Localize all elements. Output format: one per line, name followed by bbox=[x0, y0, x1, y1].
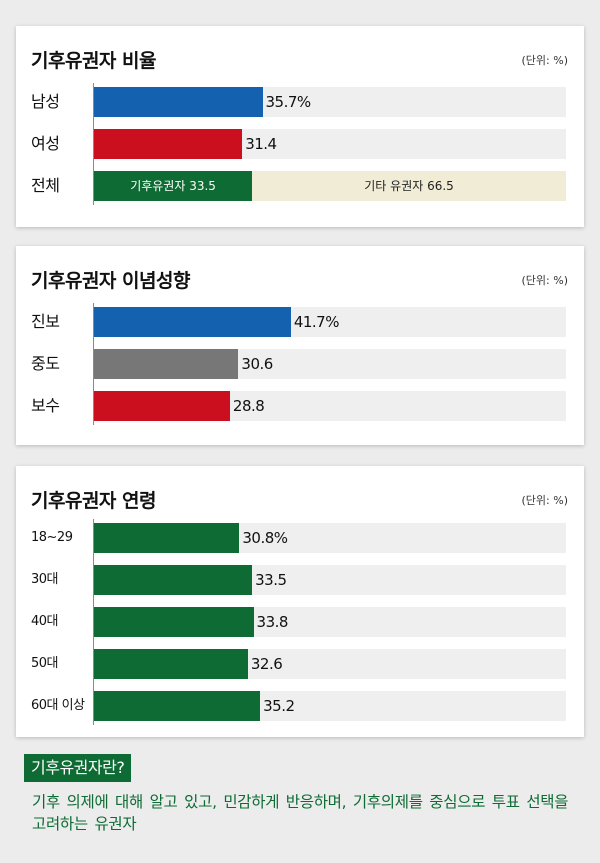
bar-track: 32.6 bbox=[94, 649, 566, 679]
bar-row: 18~29 30.8% bbox=[16, 523, 584, 553]
value-bar bbox=[94, 649, 248, 679]
bar-row: 여성 31.4 bbox=[16, 129, 584, 159]
chart-panel-1: 기후유권자 비율 (단위: %) 남성 35.7% 여성 31.4 전체 기후유권자 33.5… bbox=[16, 26, 584, 227]
value-bar bbox=[94, 307, 291, 337]
unit-label: (단위: %) bbox=[521, 54, 568, 67]
chart-panel-2: 기후유권자 이념성향 (단위: %) 진보 41.7% 중도 30.6 보수 28.8 bbox=[16, 246, 584, 445]
definition-tag: 기후유권자란? bbox=[24, 754, 132, 782]
bar-track: 31.4 bbox=[94, 129, 566, 159]
axis-line bbox=[93, 519, 94, 725]
bar-row: 중도 30.6 bbox=[16, 349, 584, 379]
bar-row: 전체 기후유권자 33.5 기타 유권자 66.5 bbox=[16, 171, 584, 201]
unit-label: (단위: %) bbox=[521, 274, 568, 287]
axis-line bbox=[93, 303, 94, 425]
category-label: 40대 bbox=[31, 614, 59, 629]
bar-row: 남성 35.7% bbox=[16, 87, 584, 117]
data-label: 28.8 bbox=[232, 397, 265, 415]
bar-track: 35.7% bbox=[94, 87, 566, 117]
bar-row: 30대 33.5 bbox=[16, 565, 584, 595]
value-bar bbox=[94, 523, 240, 553]
value-bar bbox=[94, 349, 239, 379]
data-label: 41.7% bbox=[293, 313, 340, 331]
bar-row: 40대 33.8 bbox=[16, 607, 584, 637]
value-bar bbox=[94, 391, 230, 421]
data-label: 33.5 bbox=[255, 571, 287, 589]
category-label: 30대 bbox=[31, 572, 59, 587]
data-label: 33.8 bbox=[256, 613, 289, 631]
bar-row: 60대 이상 35.2 bbox=[16, 691, 584, 721]
category-label: 전체 bbox=[31, 176, 60, 195]
stacked-segment-bar bbox=[252, 171, 566, 201]
category-label: 남성 bbox=[31, 92, 60, 111]
bar-track: 41.7% bbox=[94, 307, 566, 337]
bar-track: 33.5 bbox=[94, 565, 566, 595]
data-label: 30.8% bbox=[242, 529, 288, 547]
category-label: 진보 bbox=[31, 312, 60, 331]
category-label: 보수 bbox=[31, 396, 60, 415]
value-bar bbox=[94, 607, 254, 637]
bar-track: 30.6 bbox=[94, 349, 566, 379]
chart-title: 기후유권자 이념성향 bbox=[31, 270, 190, 292]
data-label: 30.6 bbox=[241, 355, 273, 373]
bar-track: 35.2 bbox=[94, 691, 566, 721]
bar-row: 보수 28.8 bbox=[16, 391, 584, 421]
chart-title: 기후유권자 연령 bbox=[31, 490, 156, 512]
value-bar bbox=[94, 87, 263, 117]
category-label: 여성 bbox=[31, 134, 60, 153]
data-label: 35.2 bbox=[263, 697, 295, 715]
data-label: 32.6 bbox=[250, 655, 283, 673]
unit-label: (단위: %) bbox=[521, 494, 568, 507]
chart-title: 기후유권자 비율 bbox=[31, 50, 156, 72]
bar-track: 30.8% bbox=[94, 523, 566, 553]
bar-row: 50대 32.6 bbox=[16, 649, 584, 679]
stacked-segment-bar bbox=[94, 171, 253, 201]
axis-line bbox=[93, 83, 94, 205]
value-bar bbox=[94, 129, 243, 159]
segment-label: 기타 유권자 66.5 bbox=[364, 179, 454, 193]
category-label: 60대 이상 bbox=[31, 698, 85, 713]
bar-row: 진보 41.7% bbox=[16, 307, 584, 337]
bar-track: 28.8 bbox=[94, 391, 566, 421]
data-label: 35.7% bbox=[265, 93, 312, 111]
category-label: 중도 bbox=[31, 354, 60, 373]
value-bar bbox=[94, 691, 261, 721]
bar-track: 기후유권자 33.5 기타 유권자 66.5 bbox=[94, 171, 566, 201]
category-label: 50대 bbox=[31, 656, 59, 671]
bar-track: 33.8 bbox=[94, 607, 566, 637]
data-label: 31.4 bbox=[245, 135, 277, 153]
chart-panel-3: 기후유권자 연령 (단위: %) 18~29 30.8% 30대 33.5 40대 33.8 5… bbox=[16, 466, 584, 737]
value-bar bbox=[94, 565, 253, 595]
definition-text: 기후 의제에 대해 알고 있고, 민감하게 반응하며, 기후의제를 중심으로 투… bbox=[32, 793, 569, 833]
category-label: 18~29 bbox=[31, 530, 73, 545]
segment-label: 기후유권자 33.5 bbox=[130, 179, 216, 193]
